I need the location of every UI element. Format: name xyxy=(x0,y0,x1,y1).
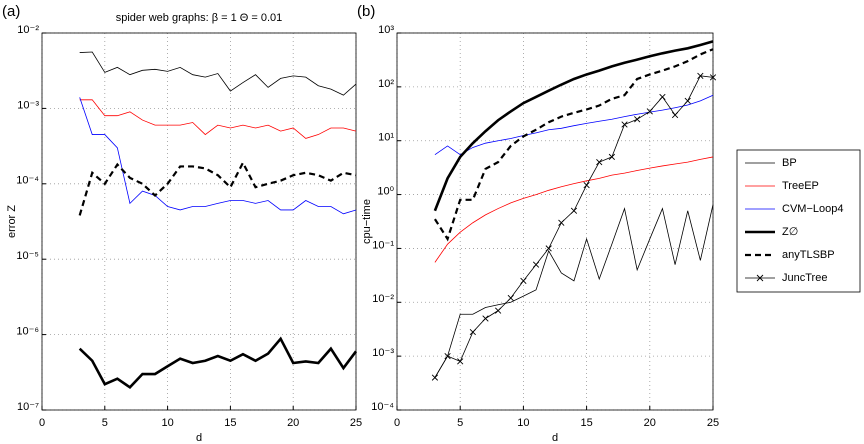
marker xyxy=(646,108,653,115)
marker xyxy=(659,93,666,101)
x-tick-label: 0 xyxy=(39,417,45,429)
marker xyxy=(709,74,717,81)
y-tick-label: 10⁻⁶ xyxy=(16,326,39,338)
legend-label: JuncTree xyxy=(782,272,827,284)
marker xyxy=(431,374,439,381)
marker xyxy=(457,358,464,365)
legend-marker xyxy=(756,274,764,282)
y-tick-label: 10⁻³ xyxy=(372,347,394,359)
x-tick-label: 0 xyxy=(394,417,400,429)
panel-label: (a) xyxy=(2,3,20,20)
series-line xyxy=(78,160,357,216)
series-line xyxy=(433,40,714,212)
x-tick-label: 15 xyxy=(580,417,592,429)
x-axis-label: d xyxy=(196,432,202,444)
panel-label: (b) xyxy=(357,3,375,20)
series-line xyxy=(434,94,714,156)
x-tick-label: 15 xyxy=(224,417,236,429)
marker xyxy=(444,353,451,360)
plot-frame xyxy=(396,32,714,411)
x-tick-label: 5 xyxy=(102,417,108,429)
y-tick-label: 10² xyxy=(378,78,394,90)
x-tick-label: 20 xyxy=(644,417,656,429)
plot-frame xyxy=(41,32,357,411)
legend-box xyxy=(736,149,861,293)
legend-label: BP xyxy=(782,157,797,169)
x-tick-label: 25 xyxy=(350,417,362,429)
x-tick-label: 25 xyxy=(707,417,719,429)
y-tick-label: 10¹ xyxy=(378,132,394,144)
y-axis-label: cpu−time xyxy=(361,199,373,244)
marker xyxy=(596,159,603,166)
series-line xyxy=(79,97,357,215)
marker xyxy=(495,307,502,314)
series-line xyxy=(79,99,357,139)
marker xyxy=(507,294,514,302)
series-line xyxy=(79,51,357,96)
x-tick-label: 10 xyxy=(161,417,173,429)
x-tick-label: 5 xyxy=(457,417,463,429)
legend-label: anyTLSBP xyxy=(782,249,835,261)
series-line xyxy=(434,75,714,378)
marker xyxy=(482,315,489,322)
marker xyxy=(583,181,590,189)
legend-label: Z∅ xyxy=(782,226,798,238)
marker xyxy=(545,245,552,252)
marker xyxy=(697,72,704,79)
marker xyxy=(621,121,628,128)
y-tick-label: 10⁻⁷ xyxy=(17,401,39,413)
y-tick-label: 10⁻² xyxy=(372,293,394,305)
y-tick-label: 10⁻⁴ xyxy=(371,401,394,413)
marker xyxy=(532,261,540,268)
y-tick-label: 10⁻¹ xyxy=(372,239,394,251)
series-line xyxy=(433,48,714,242)
marker xyxy=(671,111,679,119)
marker xyxy=(520,277,527,284)
marker xyxy=(558,219,565,226)
chart-title: spider web graphs: β = 1 Θ = 0.01 xyxy=(116,12,283,24)
y-tick-label: 10⁰ xyxy=(377,185,394,197)
marker xyxy=(608,153,615,161)
x-axis-label: d xyxy=(552,432,558,444)
y-tick-label: 10⁻⁵ xyxy=(16,250,39,262)
y-tick-label: 10³ xyxy=(378,24,394,36)
series-line xyxy=(78,336,358,390)
y-tick-label: 10⁻³ xyxy=(17,99,39,111)
marker xyxy=(469,328,476,336)
legend-label: TreeEP xyxy=(782,180,819,192)
x-tick-label: 10 xyxy=(517,417,529,429)
series-line xyxy=(434,156,714,263)
series-line xyxy=(434,204,714,378)
y-tick-label: 10⁻² xyxy=(17,24,39,36)
y-axis-label: error Z xyxy=(6,205,18,238)
x-tick-label: 20 xyxy=(287,417,299,429)
y-tick-label: 10⁻⁴ xyxy=(16,175,39,187)
marker xyxy=(634,116,641,123)
marker xyxy=(570,207,578,214)
marker xyxy=(684,97,691,104)
legend-label: CVM−Loop4 xyxy=(782,203,843,215)
